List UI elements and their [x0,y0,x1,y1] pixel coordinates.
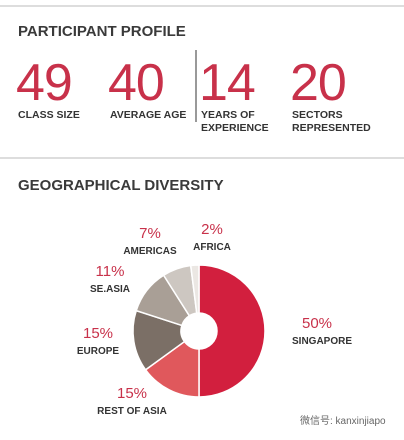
stat-number: 20 [290,54,346,112]
pie-slice [189,264,200,314]
stat-number: 14 [199,54,255,112]
slice-value-label: 50% [302,315,332,332]
stat-number: 40 [108,54,164,112]
stat-label: REPRESENTED [292,122,371,134]
chart-title: GEOGRAPHICAL DIVERSITY [18,177,224,194]
slice-category-label: REST OF ASIA [97,406,167,417]
pie-slice [144,340,200,398]
slice-value-label: 2% [201,221,223,238]
slice-category-label: SE.ASIA [90,284,130,295]
stat-label: CLASS SIZE [18,109,80,121]
stat-label: SECTORS [292,109,343,121]
stat-label: EXPERIENCE [201,122,269,134]
slice-value-label: 15% [117,385,147,402]
watermark: 微信号: kanxinjiapo [300,414,386,427]
stat-number: 49 [16,54,72,112]
stat-label: AVERAGE AGE [110,109,186,121]
pie-slice [132,309,186,371]
slice-value-label: 7% [139,225,161,242]
section-title: PARTICIPANT PROFILE [18,23,186,40]
slice-category-label: AFRICA [193,242,231,253]
slice-category-label: EUROPE [77,346,120,357]
slice-value-label: 15% [83,325,113,342]
slice-category-label: AMERICAS [123,246,177,257]
slice-value-label: 11% [96,263,125,280]
pie-slice [198,264,266,398]
slice-category-label: SINGAPORE [292,336,352,347]
stat-label: YEARS OF [201,109,255,121]
